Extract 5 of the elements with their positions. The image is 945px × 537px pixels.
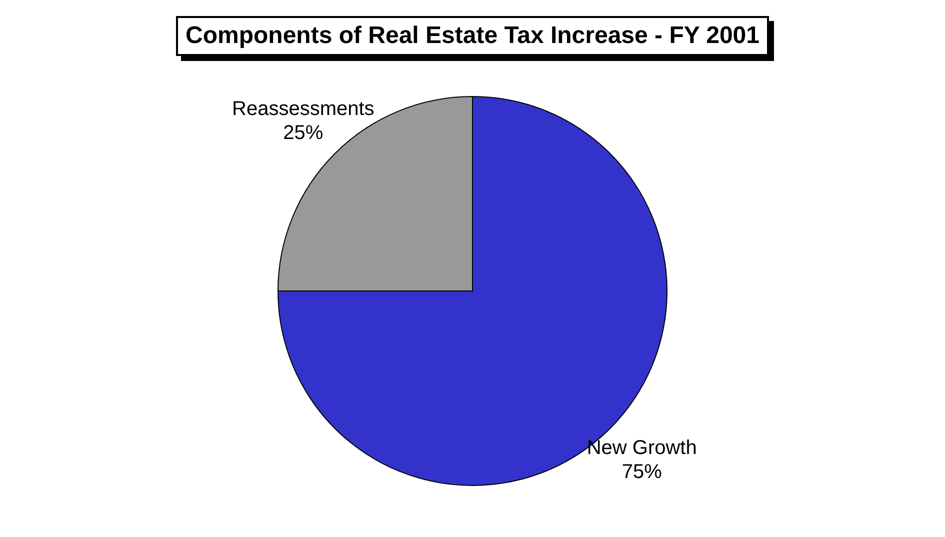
data-label: 25% bbox=[283, 122, 324, 144]
slice-label: New Growth bbox=[586, 436, 697, 459]
chart-title: Components of Real Estate Tax Increase - FY 2001 bbox=[176, 16, 770, 56]
data-label: 75% bbox=[622, 460, 662, 483]
slice-label: Reassessments bbox=[232, 98, 374, 120]
